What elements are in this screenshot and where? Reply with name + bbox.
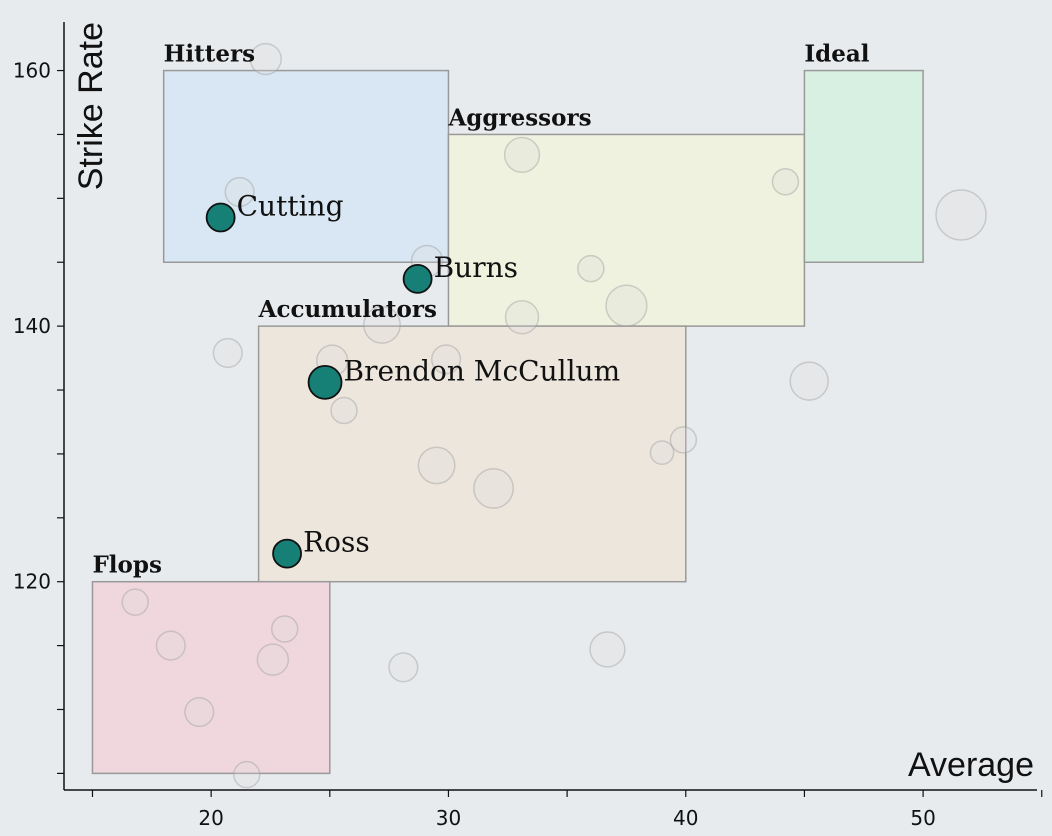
y-tick-label: 140 [13, 314, 51, 338]
highlighted-point-burns [402, 263, 433, 294]
background-point [249, 42, 282, 76]
background-point [330, 396, 358, 425]
background-point [504, 299, 540, 335]
background-point [184, 696, 215, 728]
zone-label-flops: Flops [92, 552, 161, 579]
y-axis-title: Strike Rate [72, 22, 110, 190]
highlighted-point-cutting [205, 202, 236, 233]
highlighted-point-ross [272, 538, 302, 569]
background-point [388, 652, 419, 683]
background-point [256, 643, 290, 676]
background-point [224, 176, 255, 208]
zone-labels-layer: Hitters Aggressors Ideal Accumulators Flops [92, 41, 869, 579]
zone-aggressors [447, 133, 806, 327]
point-label-cutting: Cutting [237, 190, 344, 223]
x-tick-label: 40 [673, 806, 698, 830]
y-tick-label: 160 [13, 59, 51, 83]
x-tick-label: 30 [436, 806, 461, 830]
background-point [789, 361, 829, 401]
zones-layer [91, 69, 924, 775]
x-tick-label: 50 [910, 806, 935, 830]
background-point [430, 344, 462, 375]
background-point [589, 631, 626, 668]
background-point [155, 630, 186, 661]
zone-label-aggressors: Aggressors [447, 104, 591, 131]
x-tick-label: 20 [198, 806, 223, 830]
background-point [771, 167, 800, 196]
background-point [212, 337, 243, 369]
zone-label-ideal: Ideal [804, 41, 869, 68]
zone-label-accumulators: Accumulators [258, 296, 437, 323]
background-point [363, 305, 401, 344]
point-label-ross: Ross [303, 526, 370, 559]
background-point [417, 446, 456, 485]
background-point [232, 760, 261, 789]
zone-flops [91, 580, 331, 775]
background-point [270, 615, 299, 643]
background-point [605, 284, 648, 327]
zone-label-hitters: Hitters [164, 41, 255, 68]
background-point [121, 588, 149, 616]
highlighted-points-layer: Cutting Burns Brendon McCullum Ross [205, 190, 621, 569]
background-point [503, 136, 541, 174]
point-label-burns: Burns [434, 251, 518, 284]
background-point [649, 440, 675, 466]
background-point [669, 426, 698, 454]
x-axis-title: Average [908, 746, 1034, 784]
y-tick-label: 120 [13, 570, 51, 594]
background-point [935, 189, 987, 241]
zone-hitters [162, 69, 450, 263]
background-point [473, 467, 515, 509]
zone-ideal [803, 69, 924, 263]
highlighted-point-brendon-mccullum [307, 364, 343, 400]
background-points-layer [121, 42, 987, 789]
background-point [577, 254, 605, 283]
axes-layer: 20 30 40 50 120 140 160 [13, 22, 1043, 830]
point-label-brendon-mccullum: Brendon McCullum [344, 354, 621, 387]
